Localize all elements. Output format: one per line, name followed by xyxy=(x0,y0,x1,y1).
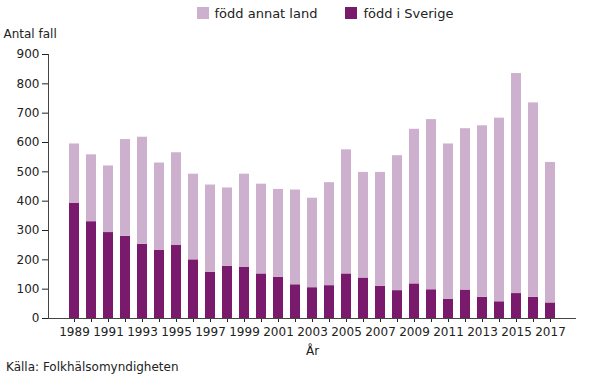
svg-text:1997: 1997 xyxy=(195,325,226,339)
svg-text:500: 500 xyxy=(17,165,40,179)
svg-text:900: 900 xyxy=(17,47,40,61)
svg-text:400: 400 xyxy=(17,194,40,208)
svg-text:År: År xyxy=(306,343,319,358)
svg-text:2001: 2001 xyxy=(263,325,294,339)
html-text:Källa: Folkhälsomyndigheten: Källa: Folkhälsomyndigheten xyxy=(6,360,179,374)
svg-text:800: 800 xyxy=(17,77,40,91)
svg-text:1993: 1993 xyxy=(127,325,158,339)
svg-text:2007: 2007 xyxy=(365,325,396,339)
svg-text:2009: 2009 xyxy=(399,325,430,339)
svg-text:700: 700 xyxy=(17,106,40,120)
html-text:född annat land: född annat land xyxy=(214,5,318,21)
svg-text:0: 0 xyxy=(32,311,40,325)
svg-text:2011: 2011 xyxy=(433,325,464,339)
svg-text:200: 200 xyxy=(17,253,40,267)
svg-text:1989: 1989 xyxy=(59,325,90,339)
svg-text:600: 600 xyxy=(17,135,40,149)
svg-text:Antal fall: Antal fall xyxy=(4,27,57,41)
svg-text:2015: 2015 xyxy=(501,325,532,339)
svg-text:2013: 2013 xyxy=(467,325,498,339)
svg-text:1991: 1991 xyxy=(93,325,124,339)
svg-text:2005: 2005 xyxy=(331,325,362,339)
svg-text:1999: 1999 xyxy=(229,325,260,339)
svg-text:2017: 2017 xyxy=(535,325,566,339)
html-text:född i Sverige: född i Sverige xyxy=(363,5,454,21)
svg-text:300: 300 xyxy=(17,223,40,237)
svg-text:1995: 1995 xyxy=(161,325,192,339)
svg-text:100: 100 xyxy=(17,282,40,296)
svg-text:2003: 2003 xyxy=(297,325,328,339)
